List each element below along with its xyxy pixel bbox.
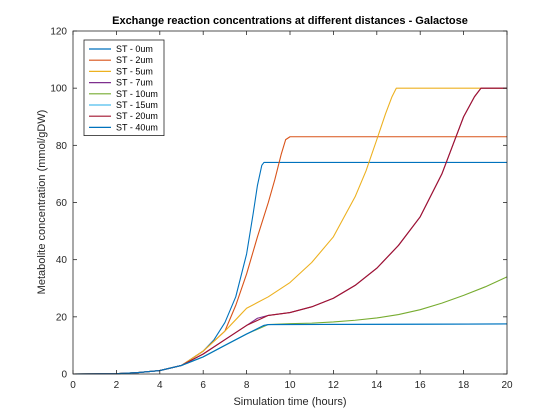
x-tick-label: 4 [157, 380, 163, 391]
y-tick-label: 80 [56, 141, 68, 152]
legend-entry: ST - 20um [116, 111, 158, 121]
y-tick-label: 100 [50, 84, 67, 95]
x-tick-label: 2 [114, 380, 120, 391]
legend-entry: ST - 40um [116, 122, 158, 132]
x-tick-label: 8 [244, 380, 250, 391]
legend-entry: ST - 7um [116, 78, 153, 88]
y-tick-label: 20 [56, 312, 68, 323]
x-axis: 0 2 4 6 8 10 12 14 16 18 20 [70, 31, 513, 391]
y-tick-label: 120 [50, 27, 67, 38]
series-line-7 [72, 323, 508, 375]
chart-title: Exchange reaction concentrations at diff… [112, 15, 468, 27]
y-axis-label: Metabolite concentration (mmol/gDW) [36, 110, 48, 295]
legend-box [83, 39, 165, 136]
legend-entry: ST - 2um [116, 55, 153, 65]
x-tick-label: 16 [415, 380, 427, 391]
legend-entry: ST - 0um [116, 44, 153, 54]
x-tick-label: 0 [70, 380, 76, 391]
legend-entry: ST - 10um [116, 89, 158, 99]
x-tick-label: 18 [458, 380, 470, 391]
y-axis: 0 20 40 60 80 100 120 [50, 27, 507, 381]
x-tick-label: 6 [200, 380, 206, 391]
y-tick-label: 40 [56, 255, 68, 266]
x-tick-label: 10 [284, 380, 296, 391]
x-tick-label: 12 [328, 380, 340, 391]
y-tick-label: 60 [56, 198, 68, 209]
x-tick-label: 14 [371, 380, 383, 391]
x-tick-label: 20 [501, 380, 513, 391]
legend-entry: ST - 15um [116, 100, 158, 110]
y-tick-label: 0 [61, 370, 67, 381]
series-layer [72, 87, 508, 375]
legend-entry: ST - 5um [116, 66, 153, 76]
x-axis-label: Simulation time (hours) [233, 396, 346, 408]
